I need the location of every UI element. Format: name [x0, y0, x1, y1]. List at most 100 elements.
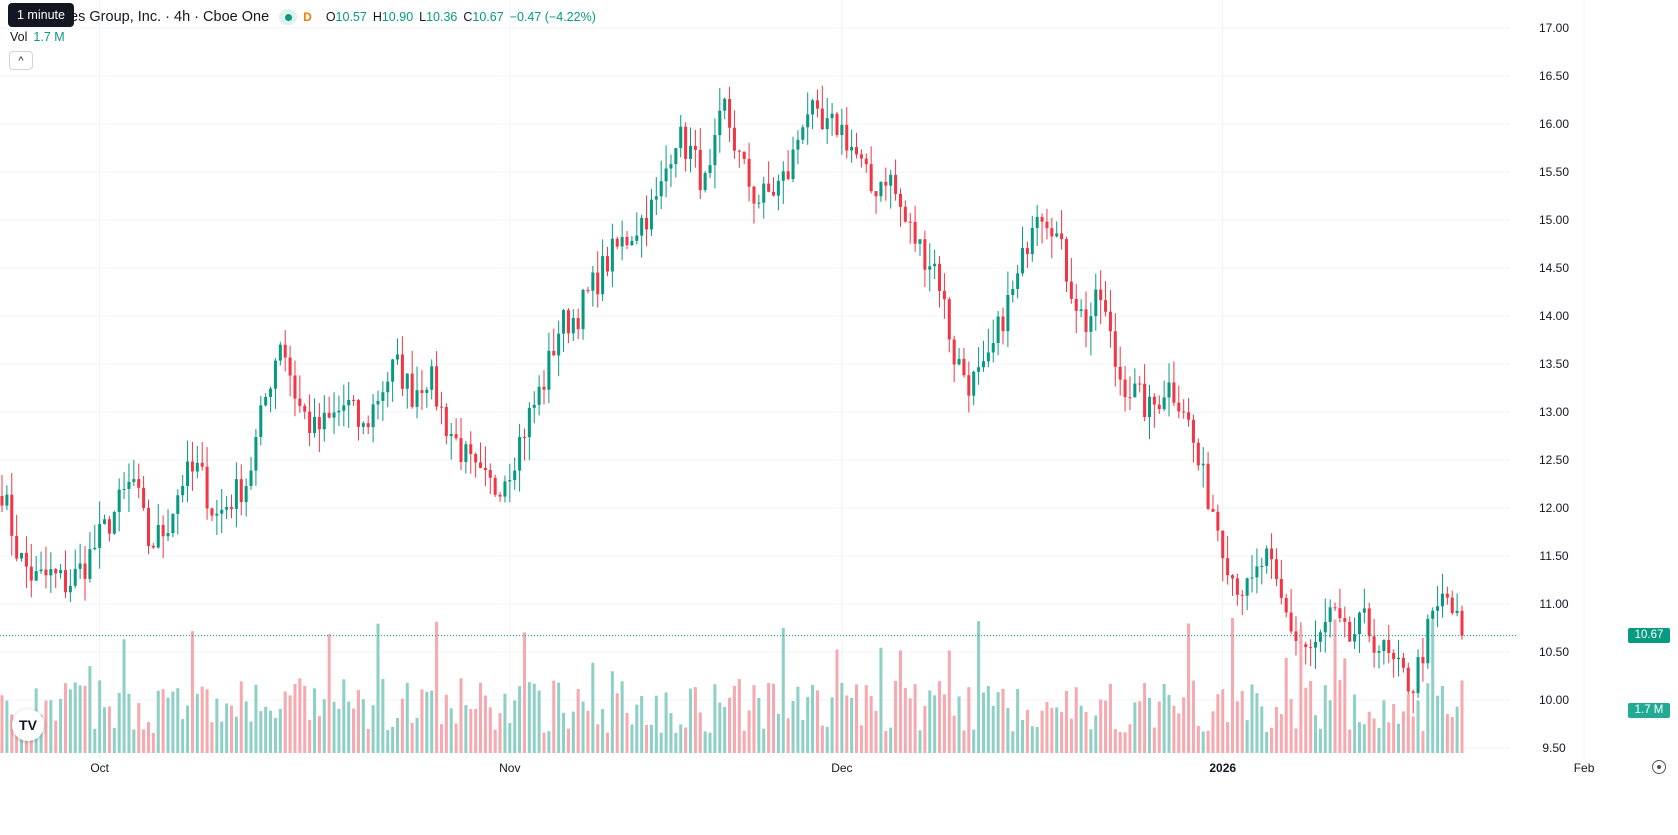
- volume-bar: [791, 700, 795, 753]
- volume-bar: [708, 732, 712, 753]
- volume-bar: [752, 685, 756, 753]
- candle-body: [396, 354, 400, 360]
- volume-legend[interactable]: Vol 1.7 M: [10, 30, 65, 44]
- candle-body: [776, 180, 780, 196]
- candle-body: [454, 434, 458, 439]
- volume-bar: [1440, 686, 1444, 753]
- volume-bar: [1382, 700, 1386, 753]
- volume-bar: [874, 710, 878, 753]
- candle-body: [811, 100, 815, 115]
- candle-body: [718, 110, 722, 136]
- tradingview-logo[interactable]: TV: [12, 709, 44, 741]
- volume-bar: [786, 718, 790, 753]
- candle-body: [186, 461, 190, 486]
- candle-body: [49, 569, 53, 576]
- volume-bar: [151, 732, 155, 753]
- volume-bar: [312, 688, 317, 753]
- volume-bar: [0, 695, 4, 753]
- volume-bar: [1455, 706, 1459, 753]
- volume-bar: [454, 723, 458, 753]
- candle-body: [845, 124, 849, 151]
- candle-body: [229, 506, 234, 509]
- volume-bar: [1177, 713, 1181, 753]
- market-status-badge[interactable]: D: [303, 10, 312, 24]
- open-value: 10.57: [335, 10, 367, 24]
- candle-body: [278, 344, 282, 361]
- volume-bar: [142, 729, 146, 753]
- volume-bar: [1021, 720, 1025, 753]
- volume-bar: [303, 685, 307, 753]
- candle-body: [146, 507, 151, 546]
- candle-body: [1045, 221, 1049, 229]
- collapse-legend-button[interactable]: ^: [9, 51, 33, 70]
- candle-body: [59, 570, 63, 574]
- volume-bar: [386, 730, 390, 753]
- volume-bar: [181, 719, 185, 753]
- volume-bar: [1279, 714, 1283, 753]
- candle-body: [449, 434, 453, 437]
- candle-body: [400, 354, 404, 389]
- volume-bar: [1338, 679, 1342, 753]
- candle-body: [171, 513, 175, 534]
- candle-body: [1436, 606, 1440, 611]
- volume-bar: [566, 728, 570, 753]
- volume-bar: [815, 690, 819, 753]
- candle-body: [352, 399, 356, 401]
- volume-label: Vol: [10, 30, 28, 44]
- volume-bar: [1055, 707, 1059, 753]
- candle-body: [1084, 309, 1088, 332]
- settings-icon[interactable]: [1652, 760, 1666, 774]
- volume-bar: [1074, 687, 1078, 753]
- volume-bar: [991, 705, 995, 753]
- candle-body: [205, 466, 209, 509]
- candle-body: [1064, 239, 1068, 282]
- volume-bar: [1089, 729, 1093, 753]
- candle-body: [386, 381, 390, 393]
- candle-body: [762, 183, 766, 203]
- volume-bar: [166, 697, 170, 753]
- volume-bar: [469, 709, 473, 753]
- volume-bar: [581, 701, 585, 753]
- market-status-indicator[interactable]: [279, 9, 298, 25]
- volume-bar: [1353, 694, 1357, 753]
- volume-bar: [1167, 694, 1171, 753]
- volume-bar: [400, 698, 404, 753]
- volume-bar: [356, 690, 360, 753]
- candle-body: [107, 519, 111, 534]
- candle-body: [444, 407, 448, 437]
- volume-bar: [1284, 657, 1288, 753]
- volume-bar: [1187, 623, 1191, 753]
- volume-bar: [1245, 720, 1249, 753]
- volume-bar: [1118, 731, 1122, 753]
- volume-bar: [1309, 681, 1313, 753]
- volume-bar: [239, 681, 243, 753]
- volume-bar: [503, 693, 507, 753]
- volume-bar: [259, 711, 263, 753]
- candle-body: [435, 366, 439, 407]
- candle-body: [1167, 382, 1171, 398]
- volume-bar: [195, 693, 199, 753]
- volume-bar: [1079, 705, 1083, 753]
- candle-body: [635, 235, 639, 241]
- volume-bar: [1064, 690, 1068, 753]
- candle-body: [684, 126, 688, 159]
- volume-bar: [508, 723, 512, 753]
- candle-body: [630, 240, 634, 246]
- candle-body: [283, 344, 287, 358]
- volume-bar: [981, 692, 985, 753]
- candle-body: [1445, 593, 1449, 598]
- candle-body: [591, 272, 595, 291]
- volume-bar: [435, 621, 439, 753]
- y-tick-label: 12.00: [1539, 501, 1569, 515]
- volume-bar: [54, 720, 58, 753]
- x-tick-label: Feb: [1574, 761, 1595, 775]
- candle-body: [347, 399, 351, 406]
- y-tick-label: 9.50: [1542, 741, 1566, 755]
- volume-bar: [1108, 683, 1112, 753]
- candle-body: [933, 263, 937, 267]
- volume-bar: [957, 696, 961, 753]
- candle-body: [986, 352, 990, 362]
- volume-bar: [1387, 722, 1391, 753]
- volume-bar: [1025, 709, 1029, 753]
